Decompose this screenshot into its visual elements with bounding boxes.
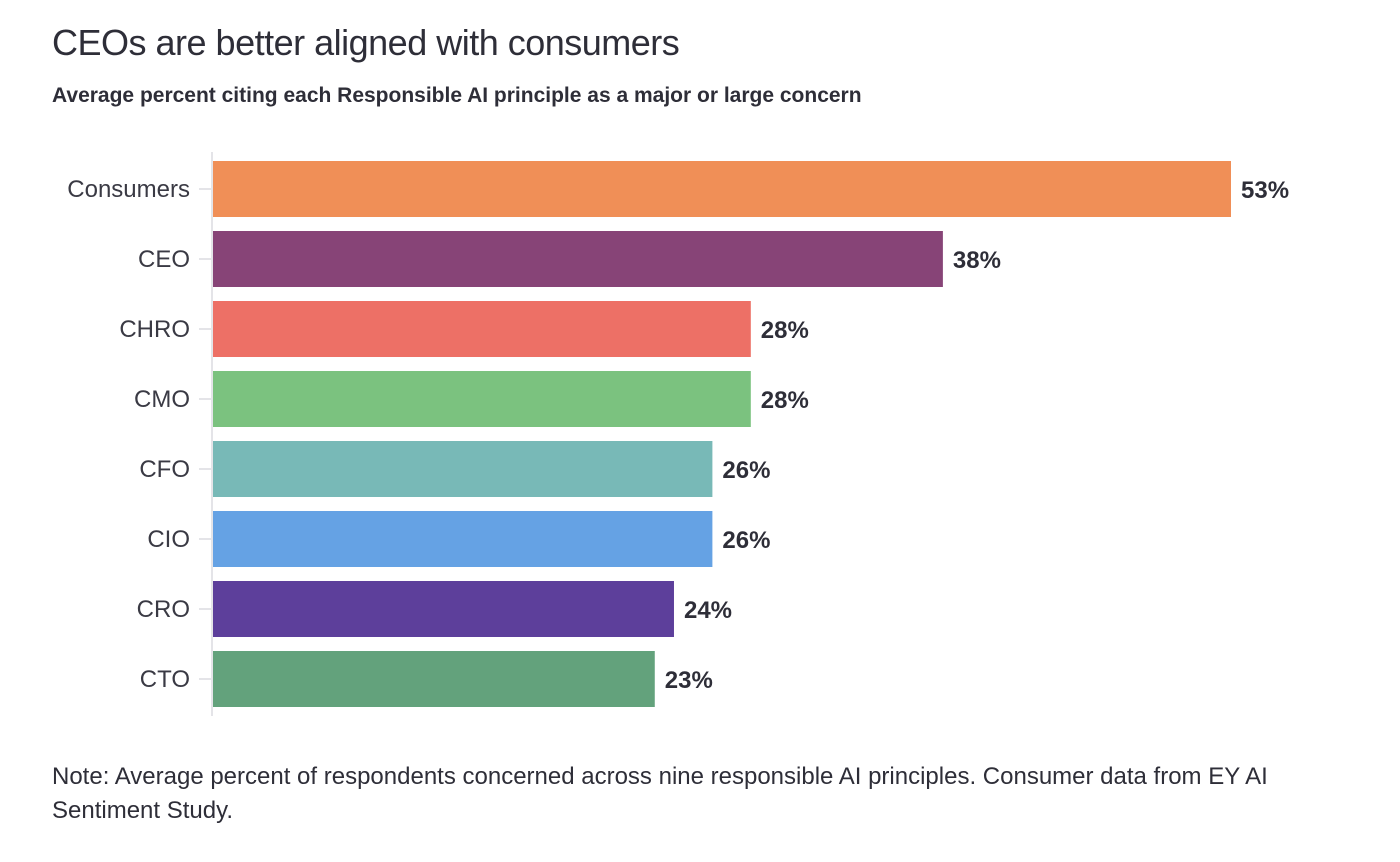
bar-cro — [213, 581, 674, 637]
bar-chart: Consumers 53% CEO 38% CHRO 28% CMO 28% CFO 26% CIO… — [67, 152, 1289, 716]
category-label: CMO — [134, 386, 190, 413]
category-label: CRO — [137, 596, 190, 623]
bar-cfo — [213, 441, 713, 497]
value-label: 38% — [953, 247, 1001, 274]
bar-cmo — [213, 371, 751, 427]
category-label: CHRO — [119, 316, 190, 343]
value-label: 24% — [684, 597, 732, 624]
category-label: CEO — [138, 246, 190, 273]
chart-subtitle: Average percent citing each Responsible … — [52, 84, 862, 107]
value-label: 53% — [1241, 177, 1289, 204]
chart-title: CEOs are better aligned with consumers — [52, 22, 680, 63]
bar-chro — [213, 301, 751, 357]
value-label: 28% — [761, 317, 809, 344]
category-label: Consumers — [67, 176, 190, 203]
bar-ceo — [213, 231, 943, 287]
bar-cto — [213, 651, 655, 707]
value-label: 23% — [665, 667, 713, 694]
bar-cio — [213, 511, 713, 567]
value-label: 28% — [761, 387, 809, 414]
category-label: CIO — [147, 526, 190, 553]
value-label: 26% — [722, 527, 770, 554]
value-label: 26% — [722, 457, 770, 484]
chart-note: Note: Average percent of respondents con… — [52, 763, 1268, 824]
category-label: CTO — [140, 666, 190, 693]
category-label: CFO — [139, 456, 190, 483]
bar-consumers — [213, 161, 1231, 217]
